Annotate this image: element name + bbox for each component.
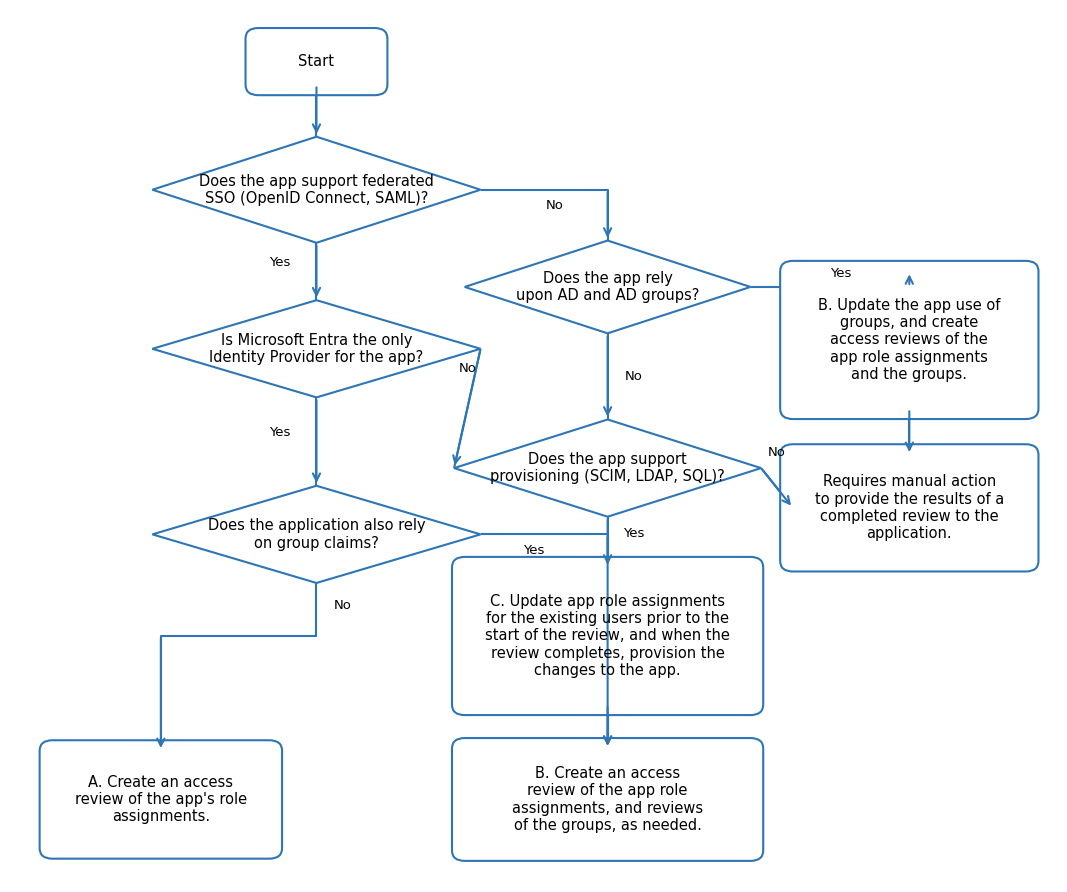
- Text: No: No: [459, 362, 476, 375]
- Text: B. Update the app use of
groups, and create
access reviews of the
app role assig: B. Update the app use of groups, and cre…: [818, 298, 1001, 383]
- Text: Is Microsoft Entra the only
Identity Provider for the app?: Is Microsoft Entra the only Identity Pro…: [209, 333, 424, 365]
- Text: B. Create an access
review of the app role
assignments, and reviews
of the group: B. Create an access review of the app ro…: [512, 766, 703, 833]
- Polygon shape: [153, 301, 480, 398]
- Text: Does the application also rely
on group claims?: Does the application also rely on group …: [208, 518, 426, 550]
- Polygon shape: [153, 136, 480, 243]
- Polygon shape: [455, 419, 761, 516]
- Text: Yes: Yes: [623, 527, 644, 540]
- Text: Does the app support
provisioning (SCIM, LDAP, SQL)?: Does the app support provisioning (SCIM,…: [490, 452, 724, 484]
- Text: No: No: [768, 446, 786, 458]
- Text: Yes: Yes: [523, 544, 544, 557]
- Text: No: No: [334, 599, 352, 612]
- Text: Yes: Yes: [269, 426, 290, 439]
- Text: C. Update app role assignments
for the existing users prior to the
start of the : C. Update app role assignments for the e…: [485, 594, 730, 678]
- FancyBboxPatch shape: [780, 444, 1038, 572]
- Text: Yes: Yes: [830, 268, 851, 280]
- Text: A. Create an access
review of the app's role
assignments.: A. Create an access review of the app's …: [75, 774, 246, 824]
- Polygon shape: [465, 241, 750, 334]
- Text: Does the app support federated
SSO (OpenID Connect, SAML)?: Does the app support federated SSO (Open…: [200, 174, 434, 206]
- Text: No: No: [625, 370, 643, 383]
- FancyBboxPatch shape: [452, 557, 763, 715]
- Text: Start: Start: [299, 54, 334, 69]
- FancyBboxPatch shape: [39, 740, 282, 859]
- FancyBboxPatch shape: [452, 738, 763, 861]
- Polygon shape: [153, 486, 480, 583]
- FancyBboxPatch shape: [245, 28, 387, 95]
- Text: Does the app rely
upon AD and AD groups?: Does the app rely upon AD and AD groups?: [516, 271, 699, 303]
- Text: Yes: Yes: [269, 256, 290, 269]
- FancyBboxPatch shape: [780, 260, 1038, 419]
- Text: No: No: [545, 199, 563, 212]
- Text: Requires manual action
to provide the results of a
completed review to the
appli: Requires manual action to provide the re…: [815, 475, 1004, 541]
